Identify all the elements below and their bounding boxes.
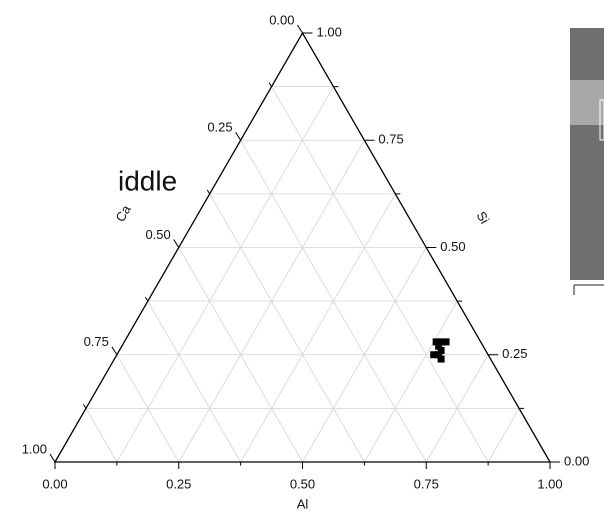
fragment-text: iddle <box>118 165 177 196</box>
al-tick-label: 0.75 <box>414 476 439 491</box>
ca-tick-label: 0.25 <box>207 120 232 135</box>
ca-axis-title: Ca <box>112 202 134 225</box>
data-point <box>437 346 445 354</box>
al-tick-label: 0.00 <box>42 476 67 491</box>
data-point <box>437 355 445 363</box>
grid-line <box>271 86 489 463</box>
tick-mark <box>297 24 303 34</box>
grid-line <box>147 300 241 463</box>
si-tick-label: 0.25 <box>502 346 527 361</box>
si-tick-label: 1.00 <box>317 24 342 39</box>
si-tick-label: 0.50 <box>440 239 465 254</box>
si-axis-title: Si <box>474 209 493 227</box>
al-tick-label: 0.25 <box>166 476 191 491</box>
tick-mark <box>235 131 242 141</box>
grid-line <box>240 193 396 463</box>
tick-mark <box>173 239 180 248</box>
ca-tick-label: 0.50 <box>145 227 170 242</box>
tick-mark <box>206 189 211 195</box>
ca-tick-label: 1.00 <box>22 441 47 456</box>
al-tick-label: 0.50 <box>290 476 315 491</box>
side-image-box <box>599 99 604 141</box>
tick-mark <box>111 346 118 356</box>
side-image-detail <box>570 80 604 125</box>
data-point <box>435 351 443 359</box>
data-point <box>435 342 443 350</box>
tick-mark <box>49 453 56 463</box>
grid-line <box>487 408 520 463</box>
al-axis-title: Al <box>297 496 309 511</box>
tick-mark <box>83 404 87 409</box>
tick-mark <box>268 82 272 87</box>
data-point <box>430 351 438 359</box>
data-point <box>437 338 445 346</box>
grid-line <box>364 300 458 463</box>
tick-mark <box>144 296 149 302</box>
grid-line <box>209 193 365 463</box>
side-image <box>570 28 604 280</box>
grid-line <box>178 247 303 463</box>
si-tick-label: 0.00 <box>564 453 589 468</box>
si-tick-label: 0.75 <box>378 132 403 147</box>
data-point <box>442 338 450 346</box>
grid-line <box>85 408 118 463</box>
ca-tick-label: 0.75 <box>84 334 109 349</box>
data-point <box>432 338 440 346</box>
ca-tick-label: 0.00 <box>269 12 294 27</box>
al-tick-label: 1.00 <box>537 476 562 491</box>
grid-line <box>116 86 334 463</box>
